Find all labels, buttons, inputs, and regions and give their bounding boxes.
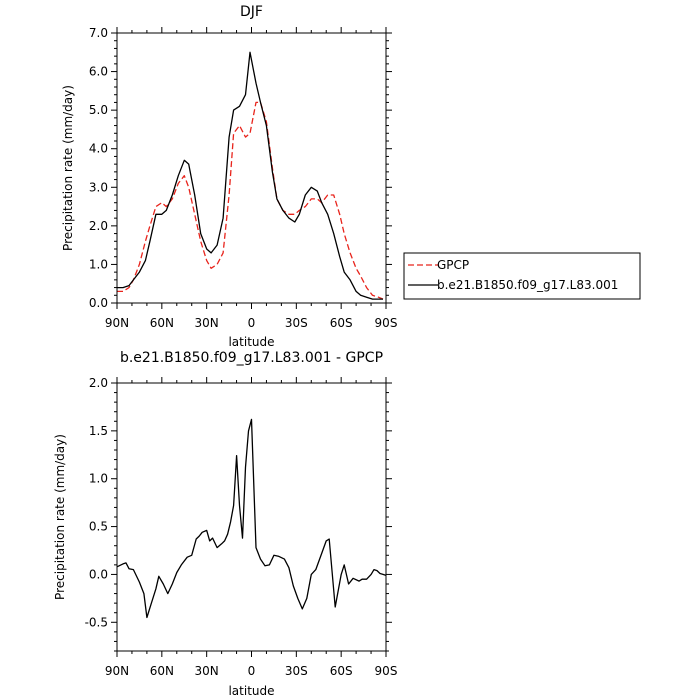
x-tick-label: 60S [330,316,353,330]
x-tick-label: 60S [330,664,353,678]
legend-box [403,252,641,300]
x-tick-label: 0 [248,316,256,330]
y-tick-label: -0.5 [85,615,108,629]
series-line-1 [117,51,383,300]
y-axis-label: Precipitation rate (mm/day) [53,434,67,600]
series-line-0 [116,418,387,619]
chart-title: b.e21.B1850.f09_g17.L83.001 - GPCP [120,350,383,366]
legend-label: b.e21.B1850.f09_g17.L83.001 [437,278,618,292]
y-tick-label: 5.0 [89,103,108,117]
x-tick-label: 30N [195,316,219,330]
bottom-chart-panel: 90N 60N 30N 0 30S 60S 90S -0.5 0.0 0.5 1.0 1.5 2.0 b.… [53,350,397,698]
y-tick-label: 1.0 [89,257,108,271]
x-axis-label: latitude [228,684,274,698]
y-tick-label: 1.5 [89,424,108,438]
y-tick-label: 1.0 [89,472,108,486]
y-tick-label: 3.0 [89,180,108,194]
x-tick-label: 90N [105,664,129,678]
y-tick-label: 0.5 [89,520,108,534]
plot-frame [116,32,387,304]
x-axis-label: latitude [228,335,274,349]
x-tick-label: 90N [105,316,129,330]
y-tick-label: 4.0 [89,142,108,156]
x-tick-label: 60N [150,316,174,330]
x-tick-label: 60N [150,664,174,678]
x-tick-label: 90S [375,316,398,330]
x-tick-label: 30S [285,316,308,330]
y-tick-label: 0.0 [89,296,108,310]
y-tick-label: 2.0 [89,376,108,390]
y-tick-label: 7.0 [89,26,108,40]
y-axis-label: Precipitation rate (mm/day) [61,85,75,251]
series-line-0 [117,101,384,300]
top-chart-panel: 90N 60N 30N 0 30S 60S 90S 0.0 1.0 2.0 3.0 4.0 5.0 6.0… [61,4,641,349]
y-tick-label: 6.0 [89,65,108,79]
y-tick-label: 0.0 [89,567,108,581]
y-tick-label: 2.0 [89,219,108,233]
chart-title: DJF [240,4,263,20]
x-tick-label: 30N [195,664,219,678]
x-tick-label: 30S [285,664,308,678]
legend-label: GPCP [437,258,469,272]
x-tick-label: 90S [375,664,398,678]
x-tick-label: 0 [248,664,256,678]
